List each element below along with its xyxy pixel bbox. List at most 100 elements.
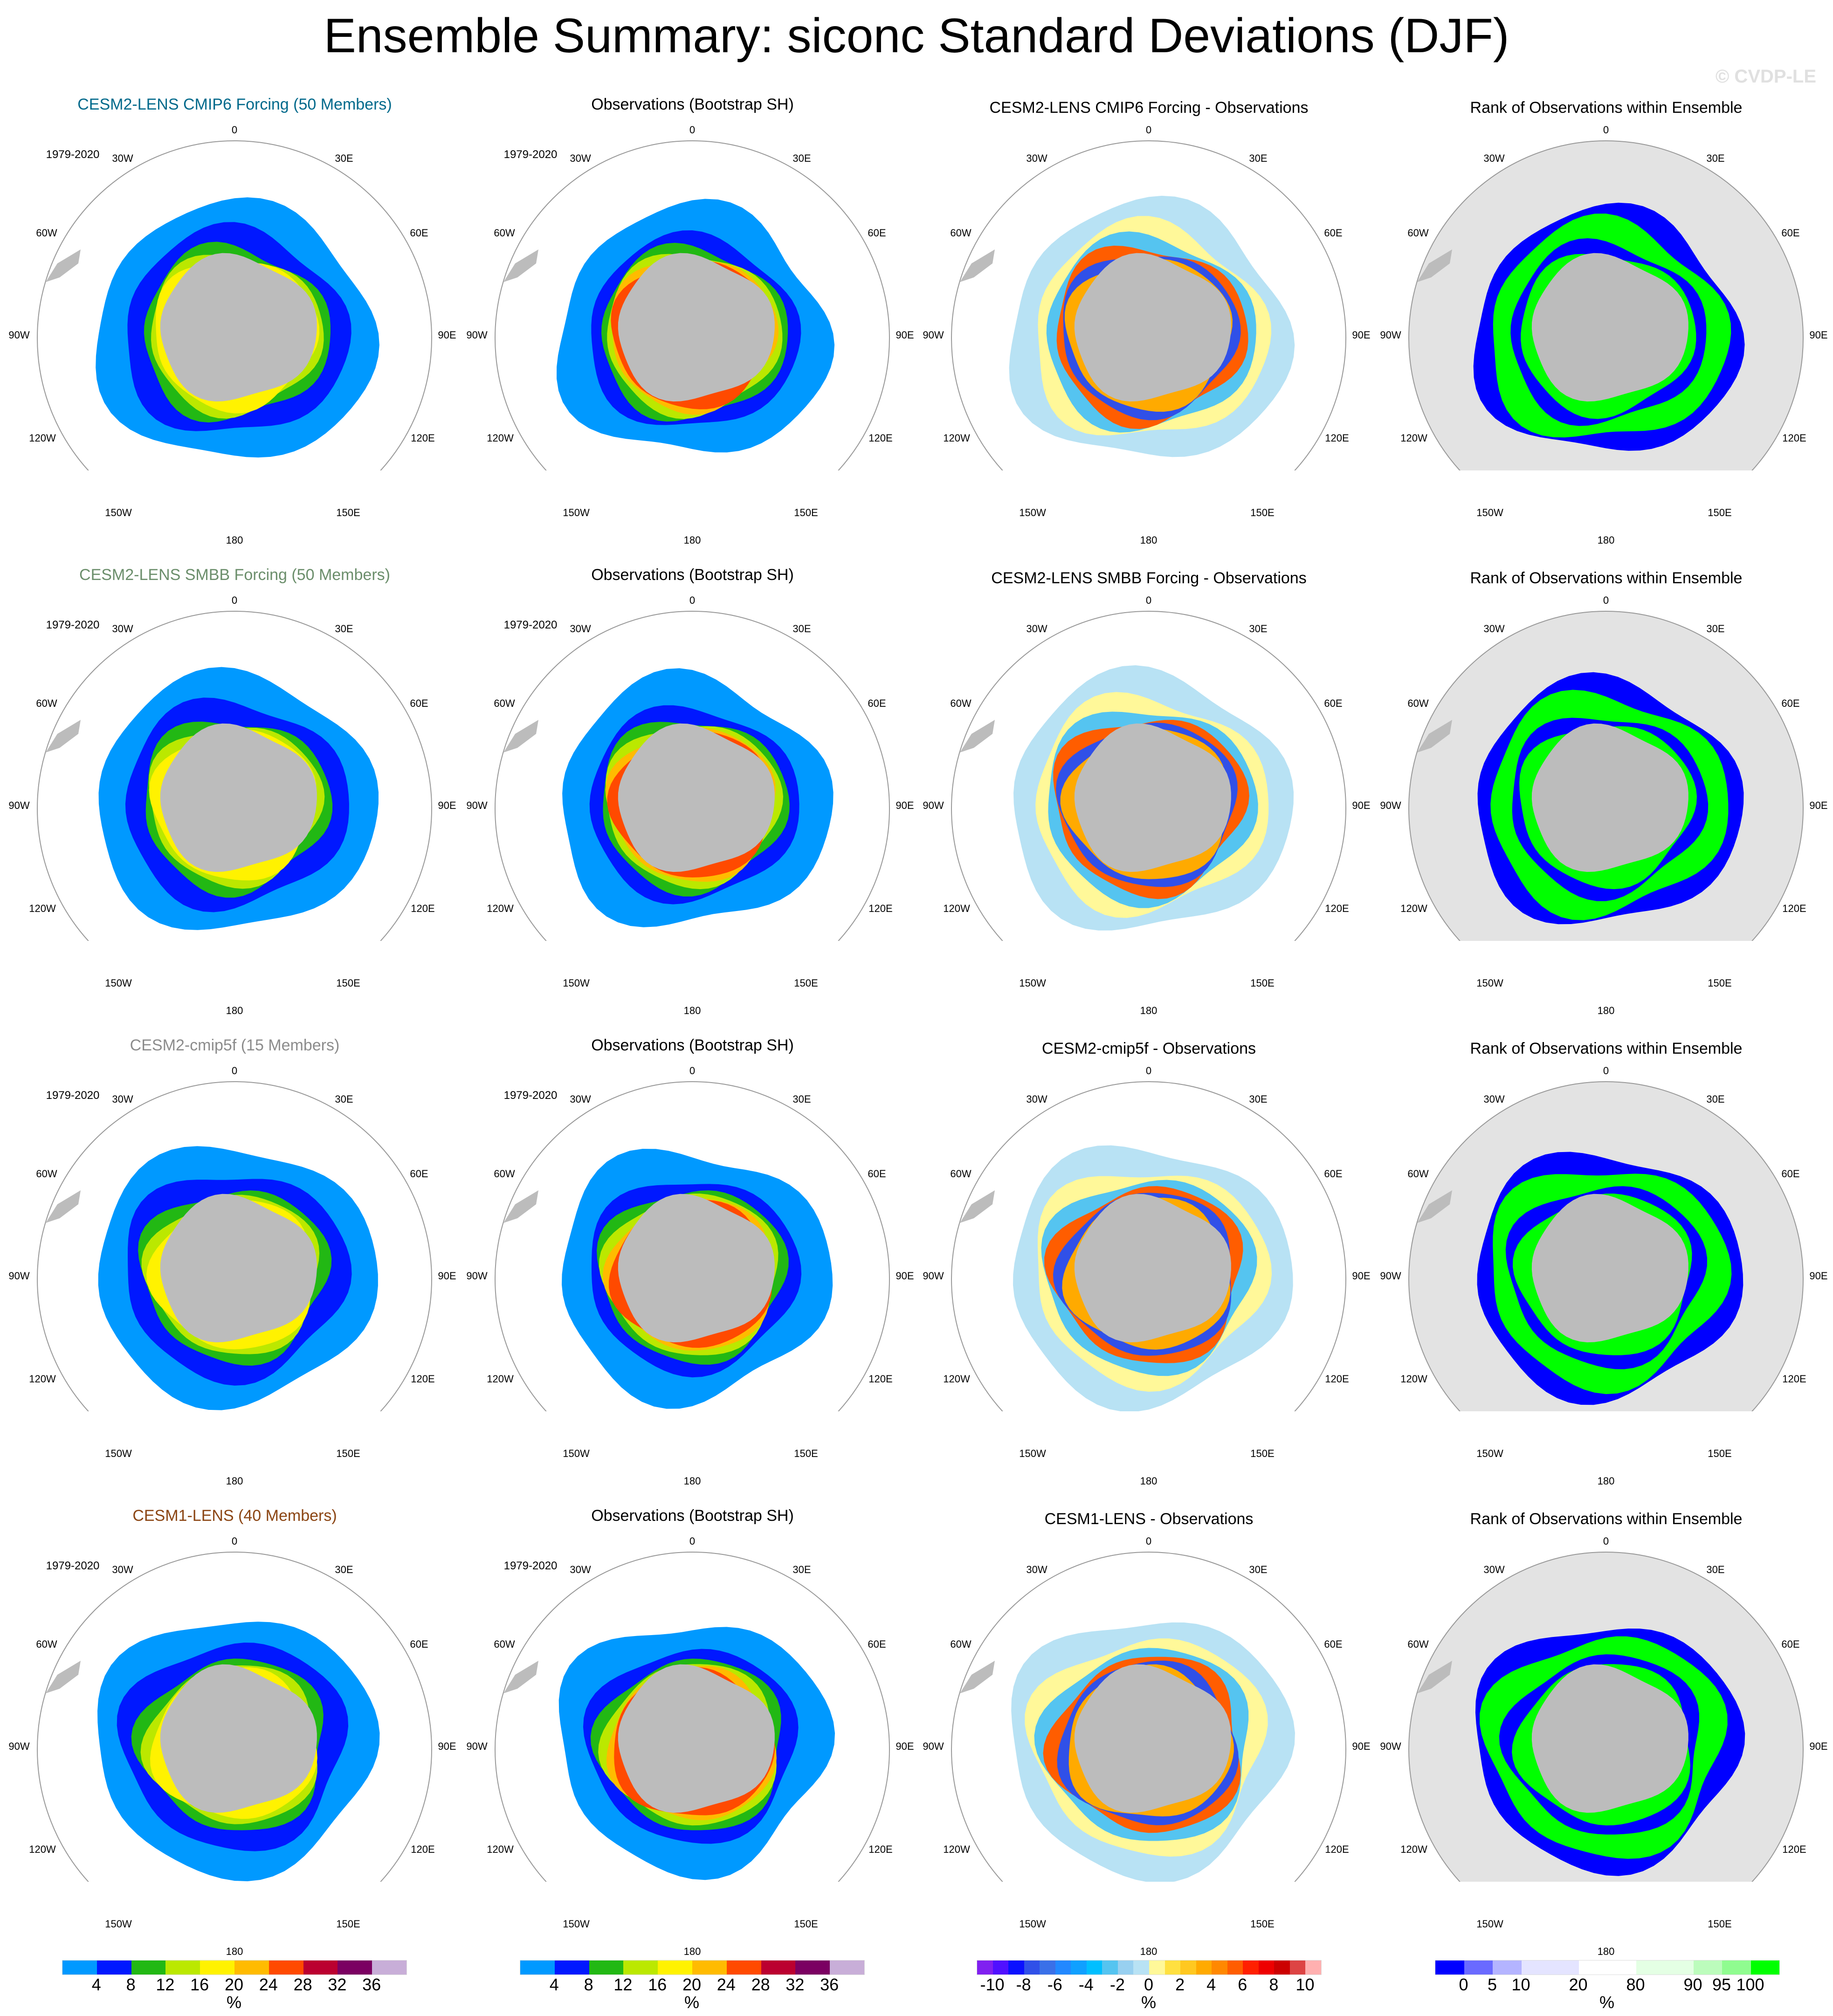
- longitude-label: 90W: [923, 800, 944, 811]
- longitude-label: 30W: [570, 1564, 591, 1575]
- longitude-label: 0: [689, 124, 696, 136]
- colorbar-swatch: [1243, 1961, 1259, 1975]
- colorbar-tick-label: 10: [1296, 1975, 1315, 1994]
- south-america-landmass: [46, 249, 81, 282]
- longitude-label: 0: [231, 1535, 238, 1547]
- period-label: 1979-2020: [46, 619, 100, 631]
- longitude-label: 90E: [438, 1270, 456, 1282]
- longitude-label: 90E: [1352, 800, 1371, 811]
- map-panel-diff: CESM2-cmip5f - Observations 0 30E 60E 90E 120…: [920, 941, 1378, 1487]
- longitude-label: 30E: [792, 1093, 811, 1105]
- longitude-label: 120W: [1400, 903, 1427, 914]
- longitude-label: 150W: [1476, 1918, 1503, 1930]
- longitude-label: 150W: [105, 977, 132, 989]
- colorbar-tick-label: 32: [328, 1975, 347, 1994]
- longitude-label: 120W: [1400, 432, 1427, 444]
- antarctica-landmass: [160, 723, 317, 872]
- polar-map: [1408, 611, 1804, 941]
- panel-title: CESM2-LENS CMIP6 Forcing - Observations: [989, 99, 1309, 117]
- colorbar-swatch: [977, 1961, 993, 1975]
- longitude-label: 30W: [570, 623, 591, 635]
- longitude-label: 90E: [896, 329, 914, 341]
- colorbar-swatch: [1665, 1961, 1694, 1975]
- map-panel-obs: Observations (Bootstrap SH) 0 30E 60E 90E 120…: [463, 470, 922, 1016]
- longitude-label: 120W: [29, 903, 56, 914]
- longitude-label: 120W: [487, 1373, 514, 1385]
- longitude-label: 0: [689, 1535, 696, 1547]
- longitude-label: 150E: [1708, 977, 1732, 989]
- polar-map: [37, 1552, 432, 1882]
- longitude-label: 150W: [1019, 1918, 1046, 1930]
- polar-map: [37, 611, 432, 941]
- colorbar-swatch: [761, 1961, 796, 1975]
- longitude-label: 120E: [868, 903, 893, 914]
- colorbar-swatch: [1607, 1961, 1636, 1975]
- longitude-label: 60W: [494, 1168, 515, 1180]
- colorbar-swatch: [1165, 1961, 1181, 1975]
- period-label: 1979-2020: [503, 1560, 558, 1572]
- longitude-label: 120W: [487, 903, 514, 914]
- longitude-label: 150W: [1019, 977, 1046, 989]
- colorbar-tick-label: 16: [648, 1975, 667, 1994]
- longitude-label: 120E: [868, 1843, 893, 1855]
- colorbar-swatch: [1117, 1961, 1134, 1975]
- colorbar-tick-label: -6: [1047, 1975, 1062, 1994]
- map-panel-rank: Rank of Observations within Ensemble 0 30E…: [1377, 1411, 1833, 1957]
- longitude-label: 180: [1597, 1475, 1615, 1487]
- colorbar-tick-label: 6: [1238, 1975, 1247, 1994]
- longitude-label: 30W: [1483, 1564, 1505, 1575]
- longitude-label: 60E: [410, 697, 428, 709]
- longitude-label: 60E: [868, 1168, 886, 1180]
- colorbar-swatch: [1071, 1961, 1087, 1975]
- colorbar-tick-label: -2: [1109, 1975, 1125, 1994]
- longitude-label: 90E: [438, 800, 456, 811]
- longitude-label: 120W: [1400, 1843, 1427, 1855]
- longitude-label: 30E: [1249, 1564, 1268, 1575]
- longitude-label: 150E: [1250, 977, 1275, 989]
- longitude-label: 0: [1145, 594, 1152, 606]
- longitude-label: 60W: [950, 697, 972, 709]
- longitude-label: 60W: [36, 1168, 57, 1180]
- longitude-label: 90W: [8, 1270, 30, 1282]
- longitude-label: 60E: [1324, 1168, 1343, 1180]
- period-label: 1979-2020: [46, 148, 100, 161]
- longitude-label: 150E: [794, 1448, 818, 1459]
- colorbar-unit: %: [684, 1993, 700, 2012]
- longitude-label: 90W: [923, 1740, 944, 1752]
- colorbar-tick-label: 12: [156, 1975, 175, 1994]
- longitude-label: 90W: [466, 1270, 488, 1282]
- antarctica-landmass: [1531, 1194, 1688, 1343]
- longitude-label: 0: [689, 1065, 696, 1077]
- period-label: 1979-2020: [503, 148, 558, 161]
- longitude-label: 120W: [943, 1373, 970, 1385]
- longitude-label: 180: [1597, 1946, 1615, 1957]
- colorbar-swatch: [234, 1961, 269, 1975]
- longitude-label: 90W: [466, 1740, 488, 1752]
- south-america-landmass: [503, 720, 538, 753]
- polar-map: [495, 611, 890, 941]
- longitude-label: 150W: [1476, 977, 1503, 989]
- colorbar: [977, 1960, 1322, 1975]
- panel-title: Rank of Observations within Ensemble: [1470, 99, 1743, 117]
- longitude-label: 180: [683, 534, 701, 546]
- longitude-label: 90E: [1352, 329, 1371, 341]
- colorbar-swatch: [1289, 1961, 1306, 1975]
- longitude-label: 120E: [1782, 432, 1806, 444]
- longitude-label: 0: [1145, 1535, 1152, 1547]
- longitude-label: 120W: [29, 432, 56, 444]
- longitude-label: 120E: [868, 1373, 893, 1385]
- polar-map: [1408, 140, 1804, 470]
- figure-title: Ensemble Summary: siconc Standard Deviat…: [324, 9, 1509, 63]
- longitude-label: 60W: [1407, 1168, 1429, 1180]
- longitude-label: 150E: [336, 1918, 360, 1930]
- longitude-label: 60E: [1781, 1168, 1800, 1180]
- longitude-label: 120W: [943, 1843, 970, 1855]
- south-america-landmass: [46, 1661, 81, 1693]
- colorbar-swatch: [658, 1961, 692, 1975]
- polar-map: [951, 611, 1346, 941]
- longitude-label: 30W: [112, 1093, 133, 1105]
- longitude-label: 150W: [105, 1448, 132, 1459]
- longitude-label: 60W: [494, 697, 515, 709]
- longitude-label: 90W: [1380, 1270, 1401, 1282]
- polar-map: [495, 1081, 890, 1411]
